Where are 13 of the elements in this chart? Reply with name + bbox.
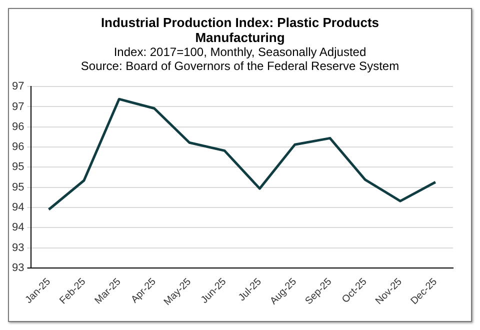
chart-title: Industrial Production Index: Plastic Products Manufacturing	[100, 15, 380, 45]
y-tick-label: 95	[12, 161, 24, 174]
y-tick-label: 94	[12, 202, 24, 214]
y-tick-label: 95	[12, 181, 24, 194]
y-tick-label: 97	[12, 80, 24, 93]
y-tick-label: 94	[12, 222, 24, 234]
chart-subtitle: Index: 2017=100, Monthly, Seasonally Adjusted	[112, 45, 368, 59]
y-tick-label: 93	[12, 242, 24, 254]
y-tick-label: 97	[12, 100, 24, 113]
source-note: Source: Board of Governors of the Federal Reserve System	[80, 59, 400, 73]
y-tick-label: 96	[12, 141, 24, 154]
y-tick-label: 96	[12, 120, 24, 133]
y-tick-label: 93	[12, 262, 24, 274]
